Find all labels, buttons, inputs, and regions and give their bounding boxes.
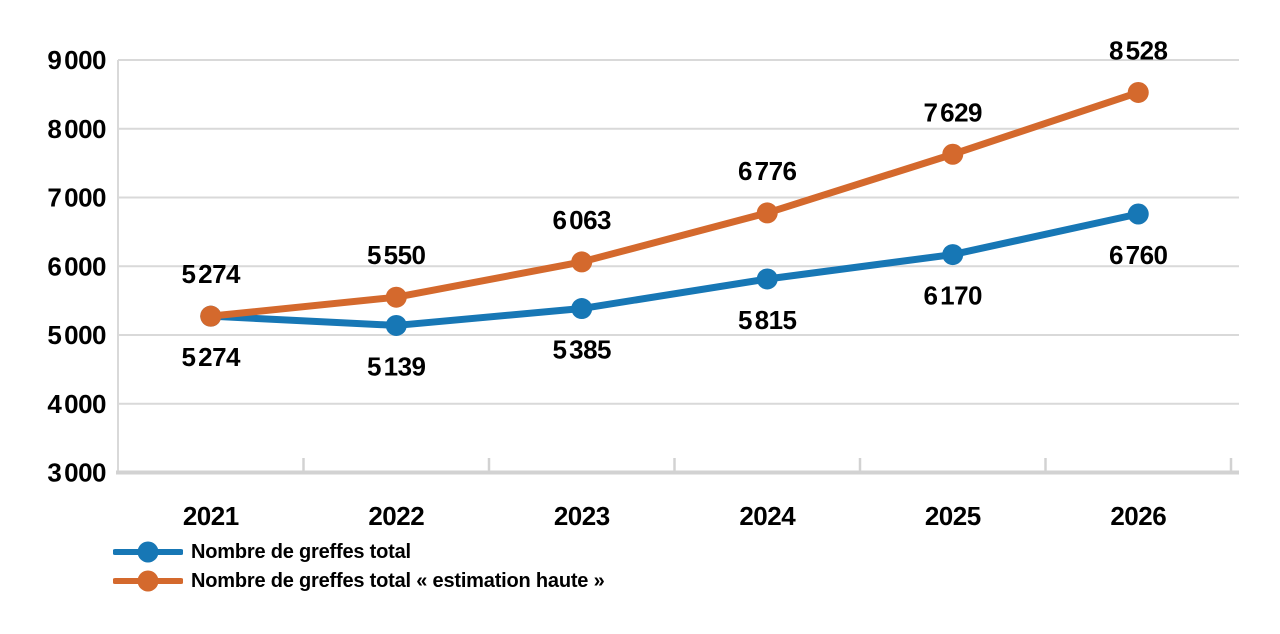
legend-line-marker-icon [113,570,183,592]
y-axis-tick-label: 9 000 [47,45,106,75]
data-point-marker [385,286,407,308]
data-point-marker [756,268,778,290]
data-point-label: 5 274 [181,342,241,372]
data-point-marker [1127,203,1149,225]
legend-line-marker-icon [113,541,183,563]
data-point-label: 6 063 [552,205,611,235]
data-point-label: 7 629 [923,97,982,127]
data-point-marker [942,244,964,266]
data-point-marker [756,202,778,224]
legend: Nombre de greffes total Nombre de greffes… [113,540,605,593]
x-axis-label: 2024 [739,501,796,531]
y-axis-tick-label: 6 000 [47,251,106,281]
data-point-label: 6 776 [738,156,797,186]
x-axis-label: 2025 [925,501,981,531]
x-axis-label: 2022 [368,501,424,531]
y-axis-tick-label: 4 000 [47,389,106,419]
data-point-marker [571,251,593,273]
data-point-marker [200,305,222,327]
data-point-label: 6 760 [1109,240,1168,270]
series-line [207,88,1142,320]
data-point-label: 5 139 [367,351,426,381]
legend-label: Nombre de greffes total [191,540,411,563]
data-point-label: 5 385 [552,335,611,365]
y-axis-tick-label: 8 000 [47,114,106,144]
y-axis-tick-label: 3 000 [47,458,106,488]
data-point-marker [1127,81,1149,103]
y-axis-tick-label: 7 000 [47,183,106,213]
series-line [207,210,1142,329]
legend-label: Nombre de greffes total « estimation hau… [191,569,605,592]
legend-item: Nombre de greffes total [113,540,605,564]
x-axis-label: 2021 [183,501,239,531]
data-point-label: 5 815 [738,305,797,335]
x-axis-label: 2026 [1110,501,1166,531]
data-point-label: 6 170 [923,281,982,311]
data-point-label: 5 550 [367,240,426,270]
data-point-label: 8 528 [1109,35,1168,65]
data-point-marker [571,298,593,320]
data-point-marker [385,314,407,336]
x-axis-label: 2023 [554,501,610,531]
legend-item: Nombre de greffes total « estimation hau… [113,569,605,593]
data-point-marker [942,143,964,165]
data-point-label: 5 274 [181,259,241,289]
y-axis-tick-label: 5 000 [47,320,106,350]
